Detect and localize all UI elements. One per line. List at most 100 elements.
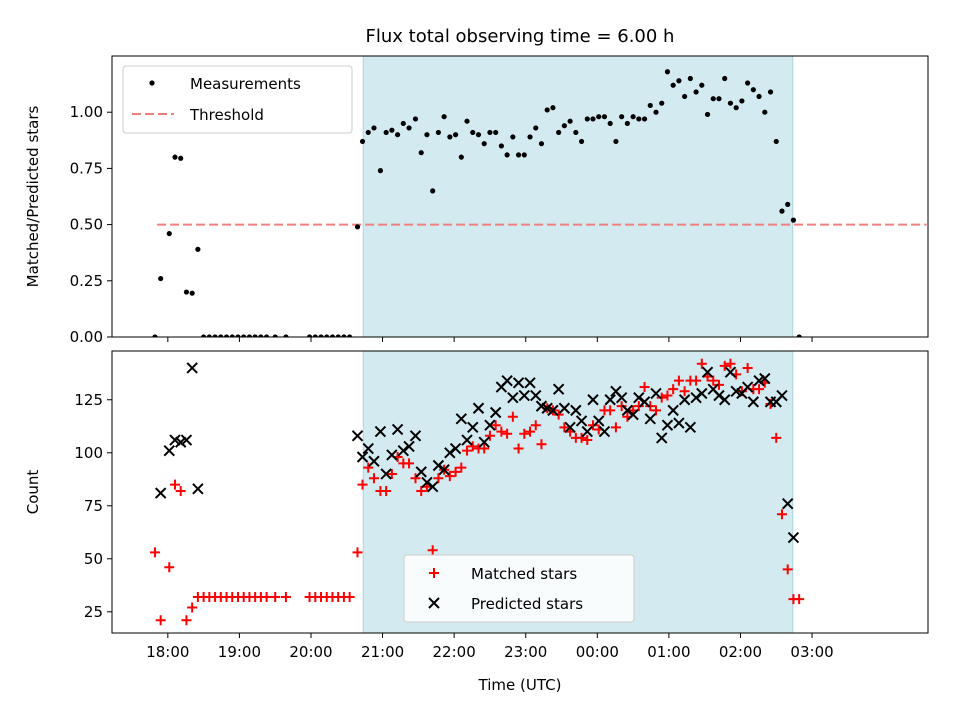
matched-point — [513, 443, 524, 454]
measurement-point — [722, 75, 728, 82]
measurement-point — [573, 129, 579, 136]
matched-point — [794, 594, 805, 605]
matched-point — [691, 375, 702, 386]
measurement-point — [195, 246, 201, 252]
matched-point — [719, 360, 730, 371]
measurement-point — [223, 334, 230, 337]
matched-point — [386, 468, 397, 479]
matched-point — [490, 420, 501, 431]
predicted-point — [759, 372, 771, 385]
observing-window-span — [362, 55, 794, 338]
measurement-point — [613, 138, 619, 145]
y-tick-label: 125 — [74, 391, 103, 409]
x-tick-label: 22:00 — [433, 643, 476, 661]
measurement-point — [406, 125, 412, 131]
chart-title: Flux total observing time = 6.00 h — [366, 26, 675, 47]
y-tick-label: 0.50 — [70, 216, 103, 234]
measurement-point — [272, 334, 278, 337]
measurement-point — [430, 188, 436, 194]
measurement-point — [584, 116, 590, 122]
predicted-point — [564, 421, 576, 434]
predicted-point — [747, 396, 760, 408]
predicted-point — [180, 434, 193, 446]
measurement-point — [630, 114, 636, 120]
matched-point — [381, 485, 392, 496]
predicted-point — [512, 377, 525, 389]
measurement-point — [739, 98, 745, 104]
matched-point — [771, 432, 782, 443]
predicted-point — [598, 425, 611, 438]
measurement-point — [306, 334, 313, 337]
measurement-point — [670, 82, 676, 88]
measurement-point — [527, 134, 533, 140]
measurement-point — [510, 134, 516, 140]
measurement-point — [704, 111, 711, 118]
measurement-point — [418, 150, 424, 156]
matched-point — [427, 545, 438, 556]
predicted-point — [403, 440, 415, 453]
predicted-point — [656, 432, 668, 444]
measurement-point — [733, 105, 739, 111]
matched-point — [713, 379, 724, 390]
measurement-point — [767, 89, 774, 95]
predicted-point — [593, 415, 605, 427]
x-tick-label: 23:00 — [504, 643, 547, 661]
predicted-point — [192, 483, 204, 495]
axes-frame — [111, 55, 929, 338]
predicted-point — [787, 531, 800, 544]
measurement-point — [201, 334, 207, 337]
predicted-point — [530, 389, 542, 402]
axes-frame — [111, 350, 929, 634]
x-tick-label: 18:00 — [146, 643, 189, 661]
matched-point — [588, 420, 599, 431]
predicted-point — [518, 389, 531, 402]
legend-label-matched: Matched stars — [471, 565, 577, 583]
legend-matched-marker — [429, 568, 439, 578]
series-matched-stars — [149, 358, 805, 626]
measurement-point — [400, 120, 406, 127]
matched-point — [164, 562, 175, 573]
measurement-point — [521, 152, 527, 158]
measurement-point — [172, 154, 178, 160]
predicted-point — [661, 419, 674, 431]
series-predicted-stars — [154, 362, 800, 544]
measurement-point — [710, 96, 716, 102]
y-axis-label: Count — [24, 470, 42, 515]
measurement-point — [745, 80, 751, 86]
measurement-point — [152, 334, 158, 337]
matched-point — [155, 615, 166, 626]
measurement-point — [318, 334, 324, 337]
x-tick-label: 02:00 — [719, 643, 762, 661]
measurement-point — [561, 123, 567, 129]
matched-point — [605, 405, 616, 416]
predicted-point — [673, 417, 685, 429]
predicted-point — [524, 377, 536, 389]
measurement-point — [470, 129, 476, 136]
matched-point — [496, 426, 507, 437]
ratio-panel: 0.00 0.25 0.50 0.75 1.00 Matched/Predicted st… — [24, 55, 929, 346]
measurement-point — [590, 116, 596, 122]
measurement-point — [790, 217, 797, 223]
predicted-point — [484, 419, 496, 431]
predicted-point — [449, 442, 462, 455]
x-tick-label: 20:00 — [289, 643, 332, 661]
predicted-point — [467, 421, 479, 434]
measurement-point — [624, 120, 630, 127]
measurement-point — [435, 129, 441, 136]
predicted-point — [587, 394, 599, 406]
matched-point — [450, 466, 461, 477]
y-tick-label: 0.75 — [70, 159, 103, 177]
y-axis-label: Matched/Predicted stars — [24, 106, 42, 288]
matched-point — [536, 439, 547, 450]
predicted-point — [472, 402, 485, 414]
y-tick-label: 0.00 — [70, 328, 103, 346]
predicted-point — [701, 366, 714, 378]
measurement-point — [166, 230, 172, 237]
measurement-point — [538, 141, 545, 147]
matched-point — [582, 435, 593, 446]
predicted-point — [615, 391, 628, 404]
matched-point — [645, 401, 656, 412]
measurement-point — [412, 116, 419, 122]
y-tick-label: 0.25 — [70, 272, 103, 290]
matched-point — [404, 458, 415, 469]
